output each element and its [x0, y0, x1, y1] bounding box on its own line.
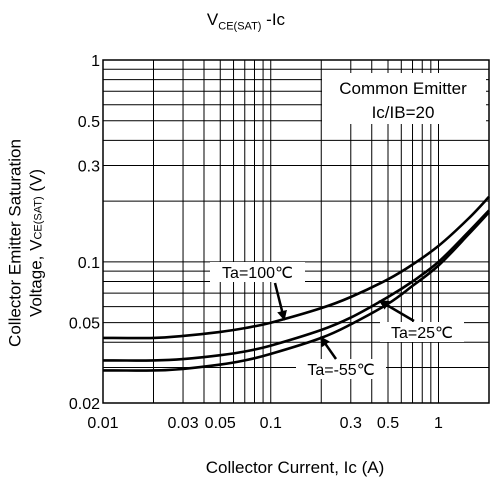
- annotation-label: Ta=-55℃: [307, 362, 374, 379]
- series-line: [102, 195, 490, 340]
- x-tick-label: 0.03: [167, 415, 198, 432]
- annotation-bg: [210, 262, 305, 282]
- x-tick-label: 0.3: [340, 415, 362, 432]
- title-main: V: [206, 10, 219, 29]
- x-axis-label: Collector Current, Ic (A): [205, 458, 385, 477]
- legend-box: [322, 73, 486, 124]
- plot-frame: [102, 59, 490, 404]
- y-tick-label: 0.02: [69, 396, 100, 413]
- series-line: [102, 209, 490, 362]
- title-sub: CE(SAT): [218, 20, 262, 33]
- annotation-bg: [296, 359, 386, 379]
- annotation-label: Ta=25℃: [391, 325, 453, 342]
- legend-line2: Ic/IB=20: [372, 103, 435, 122]
- y-axis-label-sub: CE(SAT): [32, 196, 45, 240]
- legend-line1: Common Emitter: [339, 79, 467, 98]
- annotation-arrow: [378, 300, 415, 323]
- y-tick-label: 0.1: [78, 255, 100, 272]
- annotation-bg: [380, 322, 464, 342]
- annotation-arrow: [320, 336, 338, 360]
- y-tick-label: 0.5: [78, 114, 100, 131]
- y-axis-label-pre: Voltage, V: [26, 239, 46, 318]
- y-axis-label-line2: Voltage, VCE(SAT) (V): [26, 53, 50, 433]
- x-tick-label: 1: [434, 415, 443, 432]
- x-tick-label: 0.1: [260, 415, 282, 432]
- y-axis-label: Collector Emitter Saturation Voltage, VC…: [5, 53, 50, 433]
- y-axis-label-line1: Collector Emitter Saturation: [5, 139, 25, 347]
- x-tick-label: 0.05: [205, 415, 236, 432]
- x-tick-label: 0.5: [377, 415, 399, 432]
- y-tick-label: 0.3: [78, 159, 100, 176]
- y-tick-label: 1: [91, 53, 100, 70]
- annotation-arrow: [273, 282, 287, 321]
- chart-title: VCE(SAT) -Ic: [0, 10, 492, 32]
- x-tick-label: 0.01: [87, 415, 118, 432]
- title-rest: -Ic: [261, 10, 286, 29]
- annotation-label: Ta=100℃: [222, 265, 293, 282]
- y-axis-label-post: (V): [26, 168, 46, 197]
- y-tick-label: 0.05: [69, 316, 100, 333]
